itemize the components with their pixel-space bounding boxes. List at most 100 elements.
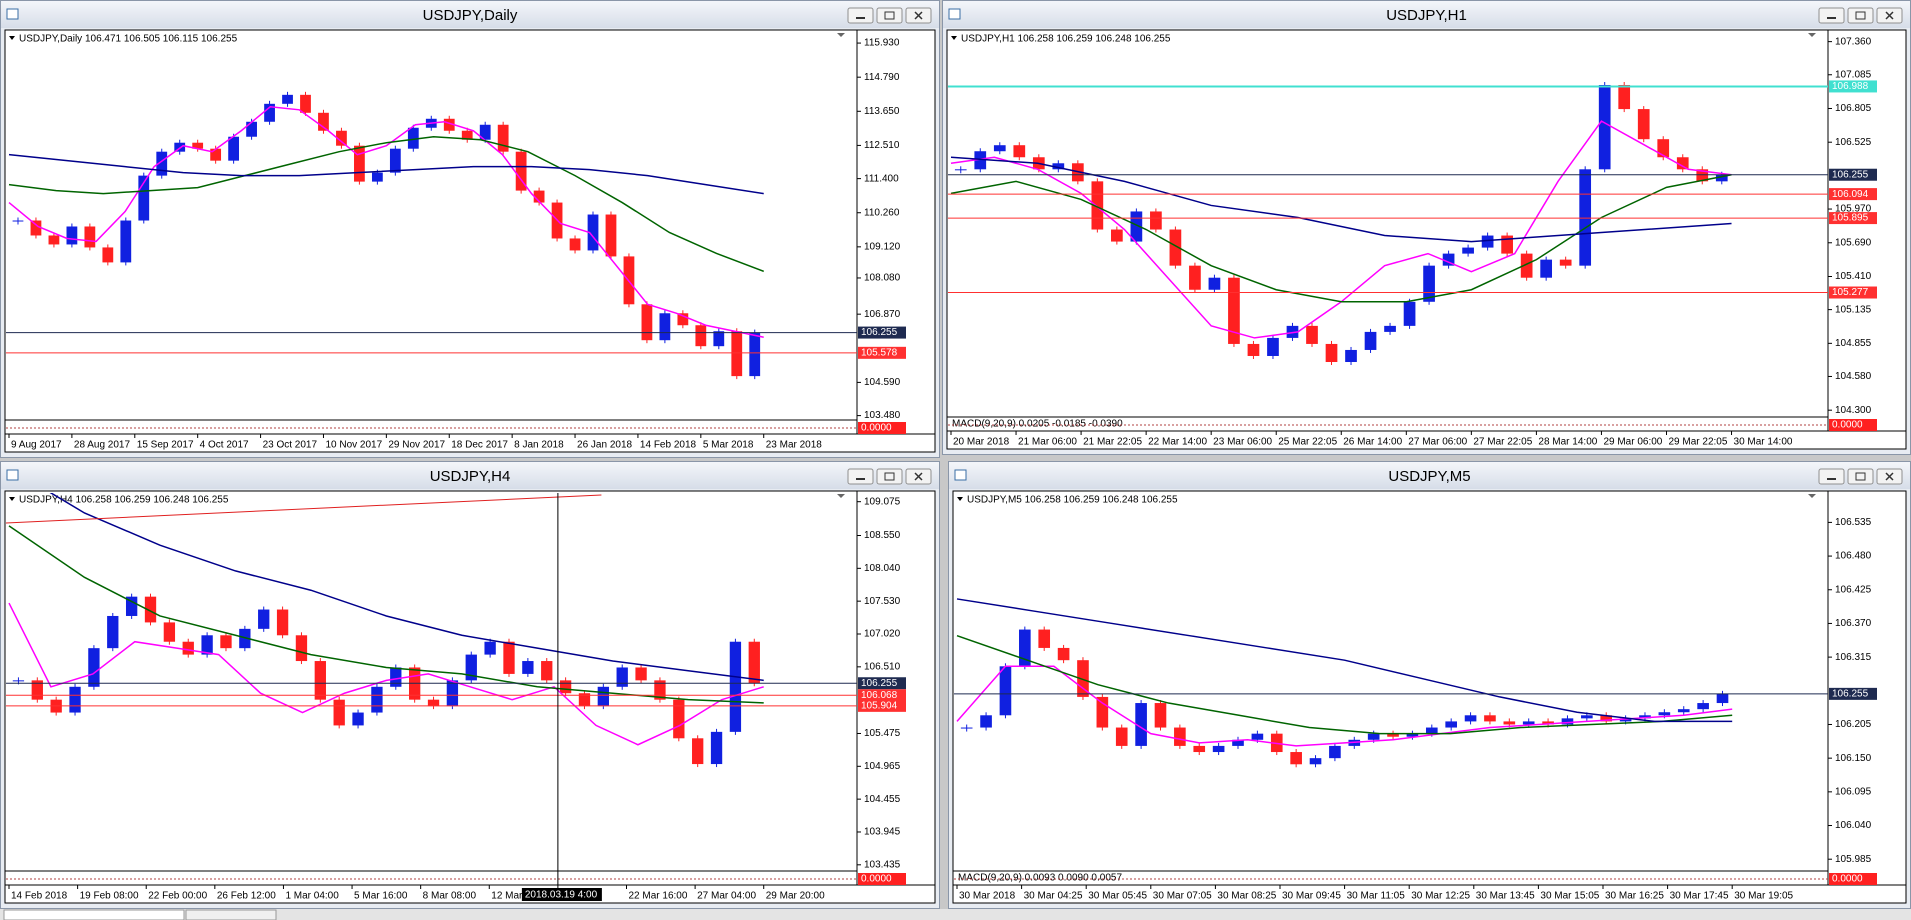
candle — [443, 118, 455, 131]
y-tick-label: 103.480 — [864, 410, 901, 421]
candle — [84, 226, 96, 248]
candle — [465, 654, 477, 681]
candle — [1715, 174, 1728, 182]
window-icon — [6, 469, 19, 481]
candle — [210, 148, 222, 161]
candle — [295, 635, 308, 662]
x-tick-label: 27 Mar 22:05 — [1473, 437, 1532, 448]
x-tick-label: 12 Mar 20:00 — [491, 891, 550, 902]
minimize-button[interactable] — [847, 7, 874, 24]
y-tick-label: 110.260 — [864, 207, 900, 218]
price-tag — [858, 699, 906, 712]
candle — [1115, 727, 1128, 746]
icon — [1827, 478, 1836, 480]
candle — [1657, 139, 1670, 158]
x-tick-label: 19 Feb 08:00 — [80, 891, 139, 902]
candle — [352, 712, 364, 726]
candle — [569, 238, 581, 251]
candle — [1542, 721, 1554, 725]
crosshair-tag — [521, 888, 602, 901]
info-line: USDJPY,H1 106.258 106.259 106.248 106.25… — [961, 34, 1171, 45]
candle — [1212, 745, 1225, 753]
icon — [1855, 472, 1866, 481]
y-tick-label: 106.805 — [1835, 103, 1872, 114]
candle — [605, 214, 617, 257]
candle — [1579, 169, 1592, 266]
candle — [220, 635, 232, 649]
x-tick-label: 4 Oct 2017 — [200, 440, 249, 451]
macd-tag — [858, 873, 906, 885]
maximize-button[interactable] — [1847, 7, 1874, 24]
x-tick-label: 30 Mar 14:00 — [1734, 437, 1793, 448]
icon — [856, 478, 865, 480]
chart-window: USDJPY,Daily USDJPY,Daily 106.471 106.505… — [0, 0, 940, 458]
minimize-button[interactable] — [1818, 468, 1845, 485]
candle — [1540, 259, 1553, 278]
maximize-button[interactable] — [1847, 468, 1874, 485]
candle — [1150, 211, 1162, 230]
candle — [1267, 337, 1279, 356]
moving-average — [8, 135, 764, 273]
candle — [48, 235, 60, 245]
candle — [541, 661, 553, 681]
candle — [163, 622, 176, 642]
x-tick-label: 28 Mar 14:00 — [1538, 437, 1597, 448]
candle — [144, 596, 157, 623]
x-tick-label: 29 Nov 2017 — [388, 440, 445, 451]
y-tick-label: 107.530 — [864, 596, 901, 607]
window-icon — [948, 8, 961, 20]
candle — [1464, 715, 1477, 722]
icon — [914, 472, 923, 481]
candle — [201, 635, 213, 655]
price-tag — [1829, 687, 1877, 700]
tab-strip — [0, 909, 1911, 920]
x-tick-label: 29 Mar 06:00 — [1603, 437, 1662, 448]
icon — [1827, 17, 1836, 19]
moving-average — [956, 598, 1733, 723]
y-tick-label: 106.150 — [1835, 753, 1872, 764]
y-tick-label: 109.120 — [864, 241, 901, 252]
chart-area — [4, 490, 936, 904]
tab[interactable] — [185, 909, 277, 920]
maximize-button[interactable] — [876, 468, 903, 485]
candle — [258, 609, 270, 629]
candle — [484, 641, 496, 655]
crosshair-label: 2018.03.19 4:00 — [525, 890, 598, 901]
candle — [1696, 169, 1709, 182]
candle — [960, 727, 973, 729]
macd-label: MACD(9,20,9) 0.0205 -0.0185 -0.0390 — [952, 419, 1123, 430]
icon — [914, 11, 923, 20]
x-tick-label: 29 Mar 22:05 — [1668, 437, 1727, 448]
candle — [1367, 733, 1380, 740]
minimize-button[interactable] — [847, 468, 874, 485]
candle — [974, 151, 987, 170]
macd-tag — [1829, 873, 1877, 885]
candle — [597, 686, 610, 707]
candle — [314, 661, 326, 700]
candle — [749, 332, 761, 377]
y-tick-label: 104.855 — [1835, 338, 1872, 349]
price-tag-label: 106.255 — [1832, 689, 1869, 700]
title-bar — [949, 462, 1910, 489]
y-tick-label: 108.550 — [864, 530, 901, 541]
minimize-button[interactable] — [1818, 7, 1845, 24]
y-tick-label: 105.985 — [1835, 854, 1872, 865]
candle — [1484, 715, 1496, 722]
moving-average — [8, 106, 764, 338]
price-tag-label: 105.904 — [861, 700, 898, 711]
candle — [1598, 84, 1611, 170]
y-tick-label: 106.870 — [864, 309, 901, 320]
candle — [1503, 721, 1516, 725]
candle — [659, 313, 671, 341]
maximize-button[interactable] — [876, 7, 903, 24]
candle — [1329, 745, 1341, 759]
y-tick-label: 115.930 — [864, 38, 900, 49]
scroll-arrow — [1808, 494, 1816, 498]
candle — [246, 121, 257, 137]
tab[interactable] — [3, 909, 185, 920]
candle — [228, 136, 240, 161]
y-tick-label: 106.525 — [1835, 137, 1872, 148]
candle — [1247, 343, 1260, 356]
candle — [1387, 733, 1399, 737]
